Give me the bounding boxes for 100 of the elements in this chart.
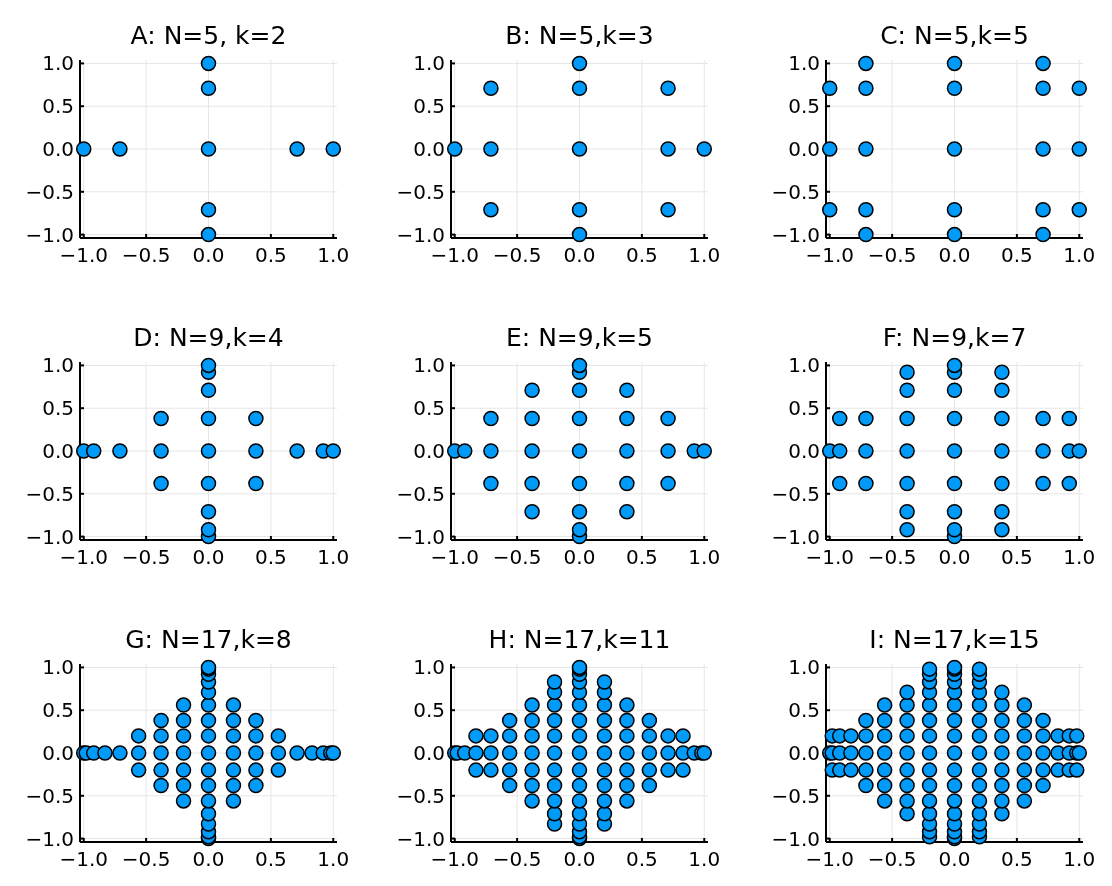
point — [85, 443, 102, 459]
point — [175, 712, 192, 729]
point — [571, 521, 588, 538]
y-tick-label: 0.5 — [413, 698, 445, 723]
point — [200, 504, 217, 520]
point — [175, 762, 192, 778]
y-tick-label: 1.0 — [42, 655, 74, 680]
point — [524, 410, 540, 427]
x-tick-label: 1.0 — [317, 847, 350, 871]
point — [660, 141, 676, 157]
point — [660, 410, 676, 427]
point — [994, 443, 1010, 459]
point — [112, 141, 128, 157]
x-tick-label: 0.0 — [563, 847, 596, 871]
point — [1071, 202, 1088, 218]
point — [994, 364, 1010, 381]
y-tick-label: 0.5 — [788, 94, 820, 119]
point — [946, 202, 963, 218]
chart-title: G: N=17,k=8 — [125, 625, 292, 654]
point — [946, 443, 963, 459]
point — [200, 728, 217, 744]
point — [153, 777, 169, 794]
point — [946, 80, 963, 96]
point — [619, 475, 635, 492]
y-tick-label: 0.0 — [788, 439, 820, 463]
y-tick-label: 1.0 — [788, 51, 820, 76]
point — [946, 382, 963, 398]
point — [225, 793, 242, 809]
x-tick-label: −0.5 — [867, 243, 917, 267]
point — [946, 141, 963, 157]
point — [446, 141, 463, 157]
x-tick-label: 0.0 — [563, 545, 596, 569]
point — [248, 410, 264, 427]
point — [899, 475, 915, 492]
point — [248, 777, 264, 794]
point — [571, 202, 588, 218]
x-tick-label: −0.5 — [121, 847, 171, 871]
x-tick-label: 0.5 — [625, 545, 658, 569]
point — [696, 141, 713, 157]
point — [200, 226, 217, 243]
x-tick-label: −0.5 — [492, 847, 542, 871]
point — [660, 202, 676, 218]
point — [660, 443, 676, 459]
point — [524, 443, 540, 459]
x-tick-label: −0.5 — [121, 545, 171, 569]
point — [821, 80, 838, 96]
point — [994, 382, 1010, 398]
point — [270, 762, 287, 778]
point — [225, 745, 242, 761]
point — [946, 226, 963, 243]
point — [225, 697, 242, 713]
point — [200, 382, 217, 398]
point — [858, 226, 874, 243]
x-tick-label: 0.0 — [563, 243, 596, 267]
point — [858, 475, 874, 492]
point — [483, 443, 499, 459]
chart-title: F: N=9,k=7 — [882, 323, 1027, 352]
point — [899, 521, 915, 538]
point — [571, 226, 588, 243]
point — [130, 762, 147, 778]
point — [1035, 141, 1051, 157]
point — [831, 410, 848, 427]
point — [946, 521, 963, 538]
point — [200, 762, 217, 778]
point — [153, 745, 169, 761]
chart-title: D: N=9,k=4 — [133, 323, 284, 352]
point — [1071, 141, 1088, 157]
point — [858, 80, 874, 96]
point — [248, 745, 264, 761]
point — [899, 410, 915, 427]
point — [175, 745, 192, 761]
y-tick-label: −0.5 — [25, 179, 74, 204]
x-tick-label: 0.0 — [938, 847, 971, 871]
chart-title: E: N=9,k=5 — [506, 323, 653, 352]
point — [571, 443, 588, 459]
x-tick-label: 0.5 — [1000, 847, 1033, 871]
x-tick-label: 1.0 — [1063, 545, 1096, 569]
x-tick-label: −0.5 — [121, 243, 171, 267]
y-tick-label: −0.5 — [396, 179, 445, 204]
point — [248, 475, 264, 492]
x-tick-label: 1.0 — [1063, 243, 1096, 267]
point — [483, 410, 499, 427]
point — [225, 762, 242, 778]
point — [1035, 226, 1051, 243]
y-tick-label: 1.0 — [42, 51, 74, 76]
y-tick-label: −0.5 — [771, 783, 820, 808]
point — [200, 806, 217, 822]
point — [524, 475, 540, 492]
y-tick-label: 0.5 — [42, 396, 74, 421]
x-tick-label: 0.0 — [192, 243, 225, 267]
x-tick-label: 0.5 — [254, 847, 287, 871]
point — [1035, 443, 1051, 459]
point — [899, 443, 915, 459]
point — [153, 443, 169, 459]
y-tick-label: 0.5 — [413, 94, 445, 119]
y-tick-label: 1.0 — [413, 51, 445, 76]
y-tick-label: −0.5 — [396, 783, 445, 808]
point — [946, 475, 963, 492]
point — [200, 521, 217, 538]
point — [153, 410, 169, 427]
